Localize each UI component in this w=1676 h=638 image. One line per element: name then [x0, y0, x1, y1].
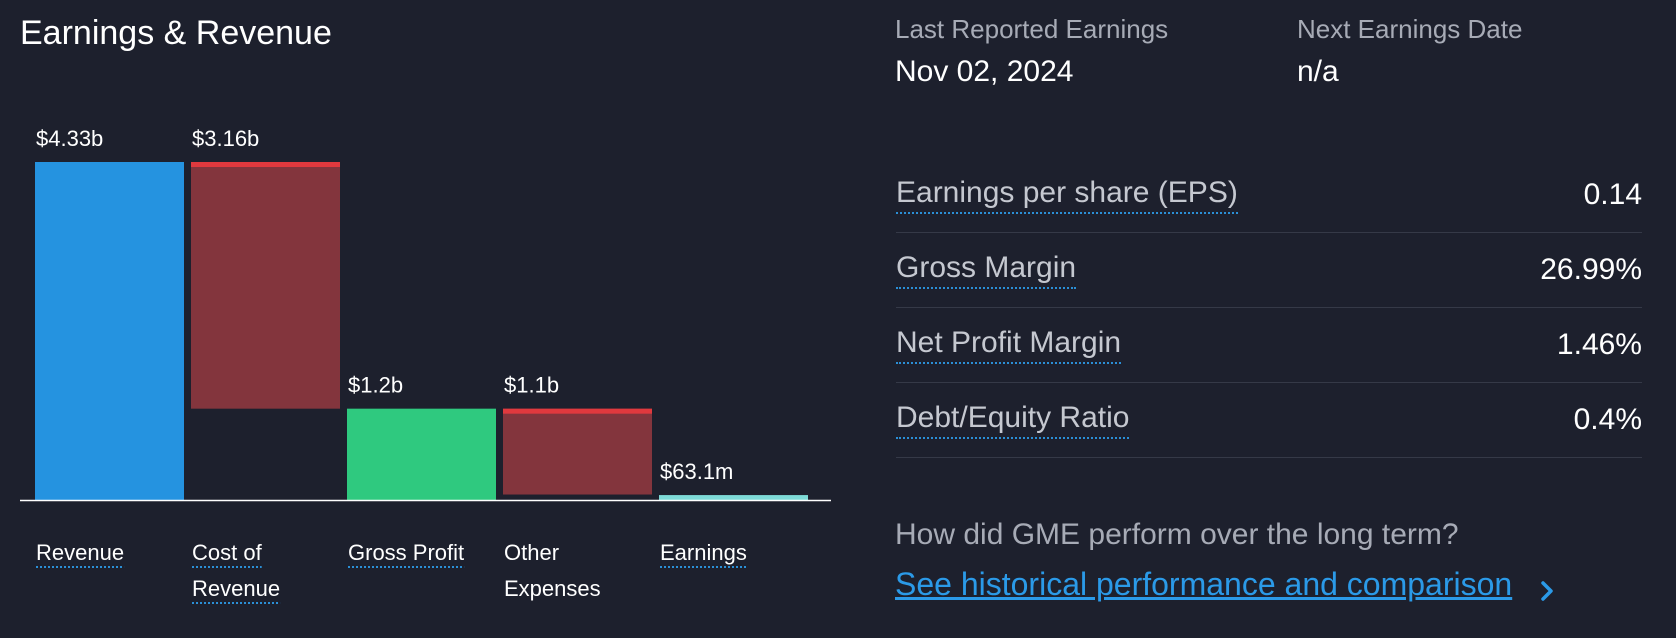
category-label-gross-profit: Gross Profit [348, 540, 464, 565]
metric-row-gross-margin: Gross Margin 26.99% [896, 233, 1642, 308]
category-label-earnings: Earnings [660, 540, 747, 565]
net-profit-margin-label[interactable]: Net Profit Margin [896, 326, 1122, 364]
category-label-other-expenses: Expenses [504, 576, 601, 601]
debt-equity-value: 0.4% [1573, 403, 1642, 436]
value-label-cost-of-revenue: $3.16b [192, 126, 259, 151]
last-reported-label: Last Reported Earnings [895, 14, 1169, 44]
bar-revenue [35, 162, 184, 500]
value-label-other-expenses: $1.1b [504, 373, 559, 398]
net-profit-margin-value: 1.46% [1556, 328, 1642, 361]
gross-margin-label[interactable]: Gross Margin [896, 251, 1077, 289]
category-label-revenue: Revenue [36, 540, 124, 565]
chevron-right-icon[interactable] [1532, 576, 1562, 606]
earnings-revenue-chart: $4.33b Revenue $3.16b Cost of Revenue $1.2b Gr… [20, 126, 831, 604]
last-reported-value: Nov 02, 2024 [895, 55, 1074, 88]
bar-top-other-expenses [503, 408, 652, 414]
value-label-revenue: $4.33b [36, 126, 103, 151]
metric-row-debt-equity: Debt/Equity Ratio 0.4% [896, 383, 1642, 458]
value-label-gross-profit: $1.2b [348, 373, 403, 398]
metric-row-net-profit-margin: Net Profit Margin 1.46% [896, 308, 1642, 383]
next-earnings-value: n/a [1297, 55, 1339, 88]
bar-cost-of-revenue [191, 162, 340, 409]
next-earnings-label: Next Earnings Date [1297, 14, 1523, 44]
long-term-question: How did GME perform over the long term? [895, 518, 1459, 551]
bar-gross-profit [347, 408, 496, 500]
eps-value: 0.14 [1583, 178, 1642, 211]
metric-row-eps: Earnings per share (EPS) 0.14 [896, 158, 1642, 233]
category-label-cost-of-revenue: Revenue [192, 576, 280, 601]
category-label-cost-of-revenue: Cost of [192, 540, 263, 565]
bar-top-cost-of-revenue [191, 162, 340, 167]
historical-performance-link[interactable]: See historical performance and compariso… [895, 566, 1513, 602]
eps-label[interactable]: Earnings per share (EPS) [896, 176, 1238, 214]
value-label-earnings: $63.1m [660, 459, 733, 484]
metrics-table: Earnings per share (EPS) 0.14 Gross Marg… [896, 158, 1642, 458]
debt-equity-label[interactable]: Debt/Equity Ratio [896, 401, 1130, 439]
chart-title: Earnings & Revenue [20, 14, 332, 52]
gross-margin-value: 26.99% [1540, 253, 1642, 286]
bar-earnings [659, 495, 808, 500]
category-label-other-expenses: Other [504, 540, 559, 565]
bar-other-expenses [503, 408, 652, 495]
